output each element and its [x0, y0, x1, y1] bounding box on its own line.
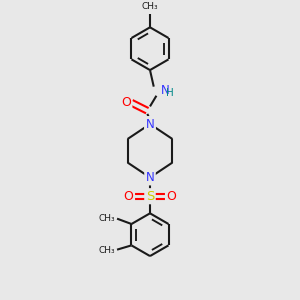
Text: O: O: [167, 190, 176, 203]
Text: S: S: [146, 190, 154, 203]
Text: N: N: [146, 118, 154, 130]
Text: N: N: [161, 84, 170, 97]
Text: CH₃: CH₃: [98, 246, 115, 255]
Text: H: H: [166, 88, 174, 98]
Text: O: O: [124, 190, 134, 203]
Text: N: N: [146, 118, 154, 130]
Text: O: O: [121, 96, 131, 109]
Text: CH₃: CH₃: [98, 214, 115, 223]
Text: N: N: [146, 171, 154, 184]
Text: CH₃: CH₃: [142, 2, 158, 11]
